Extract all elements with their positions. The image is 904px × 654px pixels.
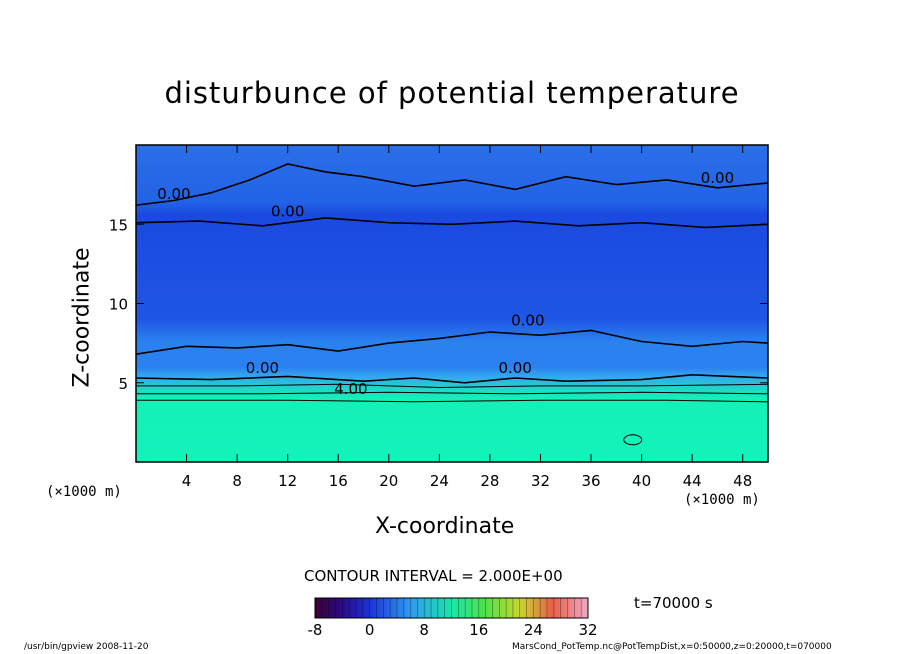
contour-label: 0.00: [511, 312, 544, 330]
contour-interval-text: CONTOUR INTERVAL = 2.000E+00: [304, 567, 563, 585]
contour-label: 0.00: [246, 359, 279, 377]
x-tick-label: 44: [683, 472, 702, 490]
chart-title: disturbunce of potential temperature: [164, 76, 740, 110]
x-tick-label: 36: [581, 472, 600, 490]
contour-label: 0.00: [701, 169, 734, 187]
contour-line: [136, 391, 769, 395]
contour-line: [135, 373, 769, 384]
x-tick-label: 32: [531, 472, 550, 490]
colorbar-tick-label: -8: [308, 621, 323, 639]
contour-label: 0.00: [271, 202, 304, 220]
colorbar-frame: [314, 597, 589, 619]
contour-label: 0.00: [157, 185, 190, 203]
x-tick-label: 4: [182, 472, 192, 490]
footer-right: MarsCond_PotTemp.nc@PotTempDist,x=0:5000…: [512, 642, 832, 652]
x-axis-label: X-coordinate: [375, 514, 515, 539]
contour-line: [135, 329, 769, 355]
y-axis-unit: (×1000 m): [46, 484, 122, 500]
x-tick-label: 16: [329, 472, 348, 490]
time-text: t=70000 s: [634, 594, 713, 612]
x-tick-label: 20: [379, 472, 398, 490]
contour-line: [136, 383, 769, 389]
x-tick-label: 28: [480, 472, 499, 490]
contour-label: 0.00: [498, 359, 531, 377]
colorbar-tick-label: 0: [365, 621, 375, 639]
colorbar-tick-label: 32: [578, 621, 597, 639]
contour-closed: [623, 434, 643, 446]
x-axis-unit: (×1000 m): [684, 492, 760, 508]
x-tick-label: 24: [430, 472, 449, 490]
colorbar-tick-label: 8: [419, 621, 429, 639]
footer-left: /usr/bin/gpview 2008-11-20: [24, 642, 149, 652]
contour-line: [135, 217, 769, 229]
x-tick-label: 8: [232, 472, 242, 490]
y-tick-label: 5: [118, 375, 128, 393]
x-tick-label: 12: [278, 472, 297, 490]
y-tick-label: 15: [109, 216, 128, 234]
contour-line: [136, 399, 769, 403]
heatmap-field: [136, 145, 768, 462]
colorbar-tick-label: 24: [524, 621, 543, 639]
x-tick-label: 48: [733, 472, 752, 490]
colorbar-tick-label: 16: [469, 621, 488, 639]
x-tick-label: 40: [632, 472, 651, 490]
y-tick-label: 10: [109, 296, 128, 314]
contour-line: [135, 163, 769, 206]
contour-label: 4.00: [334, 380, 367, 398]
